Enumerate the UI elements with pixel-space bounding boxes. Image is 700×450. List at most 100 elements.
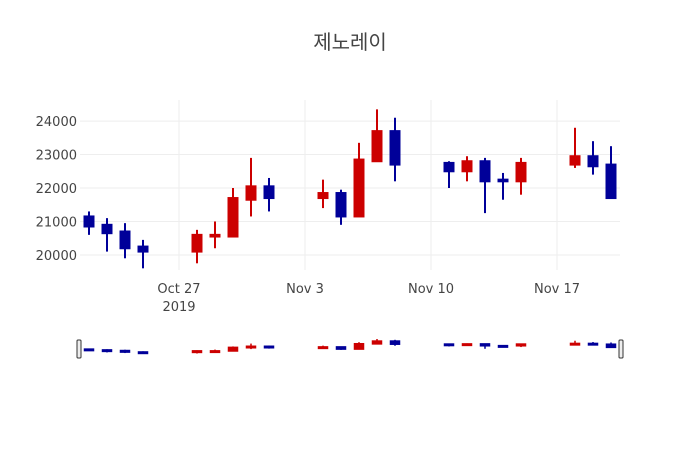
candle-body: [461, 160, 473, 173]
mini-candle-2019-11-19: [587, 342, 599, 346]
mini-candle-body: [83, 348, 95, 352]
candle-2019-11-01: [263, 177, 275, 212]
mini-candle-2019-11-14: [497, 344, 509, 348]
y-tick-label: 22000: [36, 182, 77, 197]
candle-body: [137, 245, 149, 253]
candle-2019-10-30: [227, 188, 239, 238]
candle-2019-11-14: [497, 172, 509, 200]
candle-2019-10-28: [191, 229, 203, 264]
candle-2019-11-05: [335, 189, 347, 225]
mini-candle-body: [479, 343, 491, 347]
mini-candle-2019-11-05: [335, 346, 347, 350]
candle-body: [83, 215, 95, 228]
range-slider[interactable]: [76, 338, 624, 368]
mini-candle-body: [443, 343, 455, 347]
range-slider-track[interactable]: [80, 338, 620, 368]
mini-candle-2019-10-24: [119, 349, 131, 354]
mini-candle-body: [317, 346, 329, 350]
mini-candle-2019-10-25: [137, 351, 149, 355]
candle-2019-11-08: [389, 117, 401, 182]
candle-2019-11-04: [317, 179, 329, 209]
mini-candle-2019-10-31: [245, 343, 257, 350]
candle-body: [353, 158, 365, 218]
candle-body: [443, 161, 455, 173]
mini-candle-2019-10-30: [227, 346, 239, 352]
mini-candle-body: [137, 351, 149, 355]
candle-2019-11-15: [515, 157, 527, 195]
candle-2019-11-11: [443, 161, 455, 189]
mini-candle-2019-11-01: [263, 345, 275, 349]
gridlines: [80, 100, 620, 270]
candles: [83, 109, 617, 269]
mini-candle-body: [461, 343, 473, 347]
candle-2019-10-22: [83, 211, 95, 235]
mini-candle-body: [569, 342, 581, 346]
candle-body: [371, 130, 383, 163]
range-slider-right-handle[interactable]: [618, 339, 624, 359]
x-tick-label: Nov 3: [286, 282, 324, 297]
mini-candle-2019-10-29: [209, 349, 221, 354]
mini-candle-body: [263, 345, 275, 349]
mini-candle-2019-11-20: [605, 342, 617, 349]
candle-2019-10-29: [209, 221, 221, 249]
mini-candle-2019-11-11: [443, 343, 455, 347]
candle-body: [101, 223, 113, 235]
mini-candle-2019-10-23: [101, 349, 113, 353]
x-axis-ticks: Oct 27 2019 Nov 3 Nov 10 Nov 17: [157, 282, 580, 315]
candle-body: [389, 130, 401, 166]
candle-2019-11-12: [461, 156, 473, 182]
candle-body: [497, 178, 509, 183]
mini-candle-2019-11-08: [389, 339, 401, 346]
candle-body: [479, 160, 491, 183]
mini-candle-2019-11-07: [371, 339, 383, 345]
mini-candle-body: [101, 349, 113, 353]
mini-candle-2019-11-15: [515, 343, 527, 348]
x-tick-year-label: 2019: [162, 300, 195, 315]
candle-2019-11-07: [371, 109, 383, 163]
candle-body: [335, 192, 347, 218]
x-tick-label: Nov 17: [534, 282, 580, 297]
candle-2019-11-13: [479, 157, 491, 214]
mini-candle-2019-11-06: [353, 342, 365, 350]
y-tick-label: 21000: [36, 215, 77, 230]
candle-body: [227, 197, 239, 238]
range-slider-left-handle[interactable]: [76, 339, 82, 359]
candle-body: [119, 230, 131, 250]
candle-body: [515, 161, 527, 183]
chart-title: 제노레이: [313, 30, 387, 54]
mini-candle-body: [335, 346, 347, 350]
mini-candle-2019-11-04: [317, 345, 329, 350]
y-tick-label: 24000: [36, 115, 77, 130]
mini-candle-2019-11-13: [479, 343, 491, 349]
candle-2019-10-23: [101, 218, 113, 252]
x-tick-label: Oct 27: [157, 282, 200, 297]
mini-candle-2019-11-18: [569, 340, 581, 346]
mini-candle-body: [371, 340, 383, 345]
mini-candle-body: [605, 343, 617, 349]
x-tick-label: Nov 10: [408, 282, 454, 297]
candle-body: [317, 192, 329, 200]
candle-body: [191, 233, 203, 253]
mini-candle-body: [191, 350, 203, 354]
mini-candle-body: [587, 342, 599, 346]
mini-candle-body: [227, 346, 239, 352]
candle-2019-11-06: [353, 142, 365, 218]
mini-candle-2019-11-12: [461, 343, 473, 347]
y-axis-ticks: 20000 21000 22000 23000 24000: [36, 115, 77, 264]
mini-candle-body: [515, 343, 527, 347]
mini-candle-body: [353, 342, 365, 350]
candle-body: [263, 185, 275, 200]
candle-body: [209, 233, 221, 238]
range-slider-mini-candles: [83, 339, 617, 355]
mini-candle-body: [209, 350, 221, 354]
mini-candle-2019-10-28: [191, 350, 203, 354]
y-tick-label: 20000: [36, 249, 77, 264]
candle-2019-10-31: [245, 157, 257, 217]
mini-candle-body: [119, 349, 131, 353]
mini-candle-body: [245, 345, 257, 349]
candle-2019-11-20: [605, 146, 617, 200]
candle-body: [587, 155, 599, 168]
candle-body: [605, 163, 617, 200]
candle-2019-10-25: [137, 239, 149, 269]
